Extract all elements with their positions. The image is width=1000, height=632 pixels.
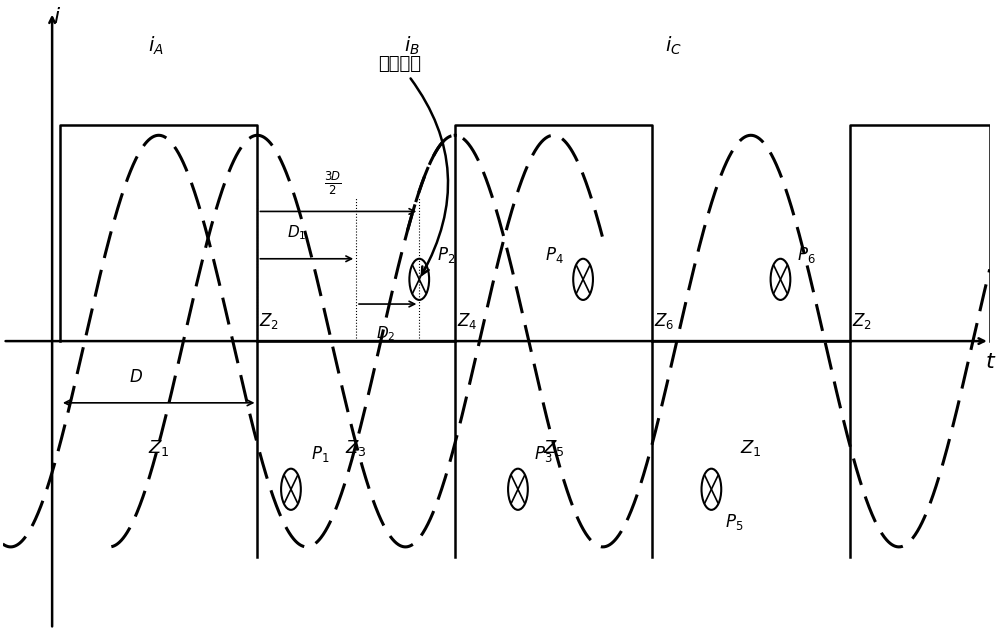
Text: $Z_6$: $Z_6$ xyxy=(654,311,674,331)
Text: $t$: $t$ xyxy=(985,351,996,374)
Text: $i$: $i$ xyxy=(53,6,61,28)
Text: $P_5$: $P_5$ xyxy=(725,512,744,532)
Text: $P_3$: $P_3$ xyxy=(534,444,552,465)
Text: $\frac{3D}{2}$: $\frac{3D}{2}$ xyxy=(324,169,342,197)
Text: 过流时刻: 过流时刻 xyxy=(378,56,448,274)
Text: $Z_5$: $Z_5$ xyxy=(543,438,564,458)
Text: $Z_1$: $Z_1$ xyxy=(740,438,762,458)
Text: $P_2$: $P_2$ xyxy=(437,245,455,265)
Text: $i_B$: $i_B$ xyxy=(404,35,420,57)
Text: $Z_4$: $Z_4$ xyxy=(457,311,477,331)
Text: $D$: $D$ xyxy=(129,369,143,386)
Text: $Z_1$: $Z_1$ xyxy=(148,438,170,458)
Text: $Z_2$: $Z_2$ xyxy=(852,311,872,331)
Text: $i_C$: $i_C$ xyxy=(665,35,682,57)
Text: $D_2$: $D_2$ xyxy=(376,325,395,343)
Text: $i_A$: $i_A$ xyxy=(148,35,164,57)
Text: $P_6$: $P_6$ xyxy=(797,245,816,265)
Text: $P_4$: $P_4$ xyxy=(545,245,563,265)
Text: $Z_3$: $Z_3$ xyxy=(345,438,367,458)
Text: $Z_2$: $Z_2$ xyxy=(259,311,279,331)
Text: $P_1$: $P_1$ xyxy=(311,444,329,465)
Text: $D_1$: $D_1$ xyxy=(287,224,307,242)
